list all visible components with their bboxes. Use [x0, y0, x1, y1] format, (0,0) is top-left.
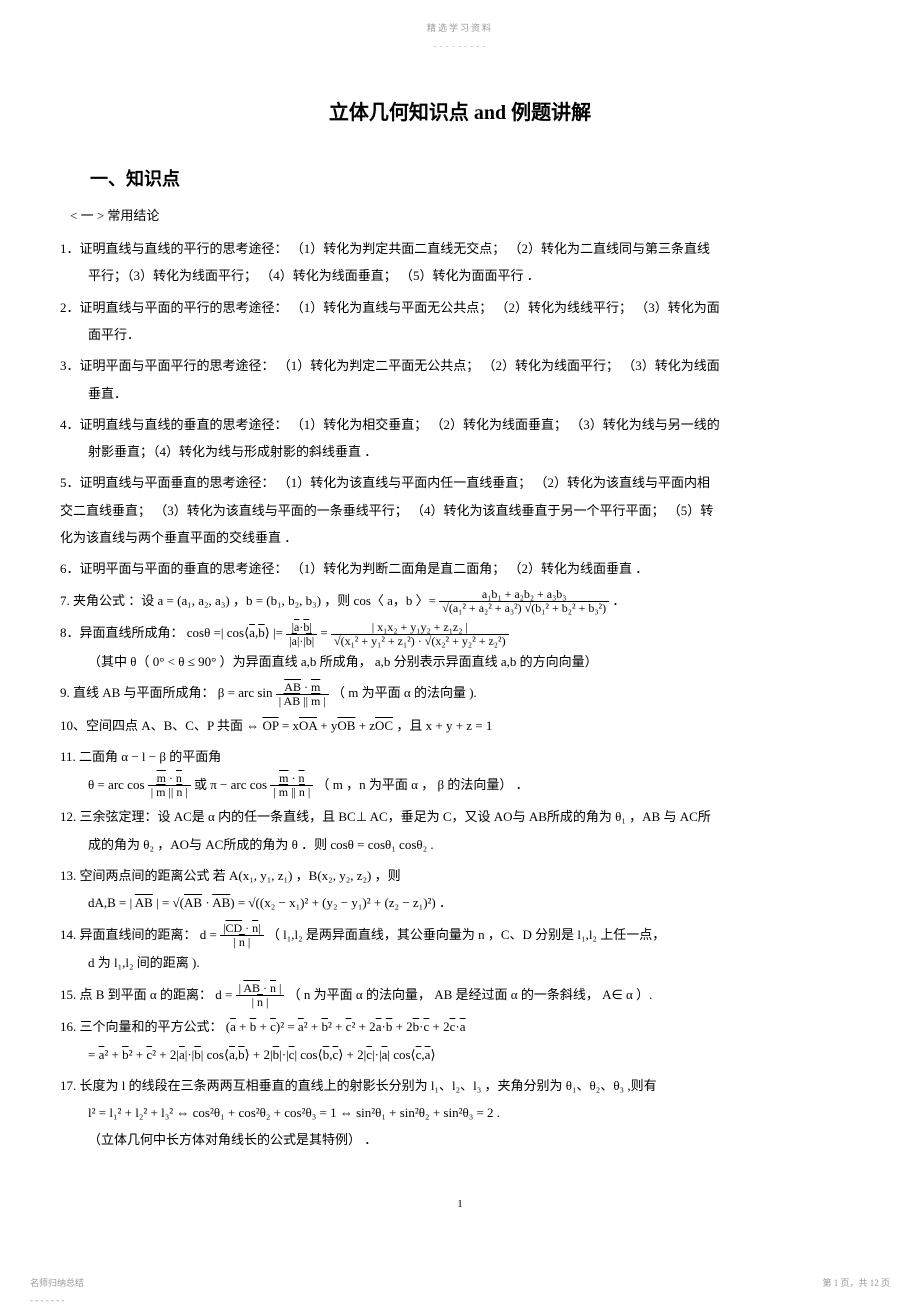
page-title: 立体几何知识点 and 例题讲解 [60, 94, 860, 132]
item-13: 13. 空间两点间的距离公式 若 A(x₁, y₁, z₁) ，B(x₂, y₂… [60, 862, 860, 917]
item-9: 9. 直线 AB 与平面所成角： β = arc sin AB · m | AB… [60, 679, 860, 708]
item-11: 11. 二面角 α − l − β 的平面角 θ = arc cos m · n… [60, 743, 860, 799]
item-7: 7. 夹角公式 ：设 a = (a₁, a₂, a₃) ，b = (b₁, b₂… [60, 587, 860, 616]
watermark-text: 精选学习资料 [427, 23, 493, 33]
item-4: 4．证明直线与直线的垂直的思考途径： （1）转化为相交垂直； （2）转化为线面垂… [60, 411, 860, 466]
item-1: 1．证明直线与直线的平行的思考途径： （1）转化为判定共面二直线无交点； （2）… [60, 235, 860, 290]
item-16: 16. 三个向量和的平方公式： (a + b + c)² = a² + b² +… [60, 1013, 860, 1068]
frac-7: a₁b₁ + a₂b₂ + a₃b₃ √(a₁² + a₂² + a₃²) √(… [439, 588, 609, 615]
footer-right: 第 1 页，共 12 页 [822, 1275, 890, 1292]
item-8: 8．异面直线所成角： cosθ =| cos⟨a,b⟩ |= |a·b| |a|… [60, 619, 860, 675]
item-14: 14. 异面直线间的距离： d = |CD · n| | n | （ l₁,l₂… [60, 921, 860, 977]
item-12: 12. 三余弦定理：设 AC是 α 内的任一条直线，且 BC⊥ AC，垂足为 C… [60, 803, 860, 858]
frac-14: |CD · n| | n | [220, 922, 263, 949]
item-10: 10、空间四点 A、B、C、P 共面 ⇔ OP = xOA + yOB + zO… [60, 712, 860, 739]
subsection-heading: < 一 > 常用结论 [70, 204, 860, 229]
frac-8a: |a·b| |a|·|b| [286, 621, 317, 648]
item-17: 17. 长度为 l 的线段在三条两两互相垂直的直线上的射影长分别为 l₁、l₂、… [60, 1072, 860, 1154]
item-6: 6．证明平面与平面的垂直的思考途径： （1）转化为判断二面角是直二面角； （2）… [60, 555, 860, 582]
frac-9: AB · m | AB || m | [276, 681, 329, 708]
section-heading: 一、知识点 [90, 162, 860, 196]
page-number: 1 [60, 1194, 860, 1215]
top-watermark: 精选学习资料 - - - - - - - - - [60, 20, 860, 54]
frac-8b: | x₁x₂ + y₁y₂ + z₁z₂ | √(x₁² + y₁² + z₁²… [331, 621, 509, 648]
frac-11b: m · n | m || n | [270, 772, 313, 799]
frac-11a: m · n | m || n | [148, 772, 191, 799]
item-5: 5．证明直线与平面垂直的思考途径： （1）转化为该直线与平面内任一直线垂直； （… [60, 469, 860, 551]
item-15: 15. 点 B 到平面 α 的距离： d = | AB · n | | n | … [60, 981, 860, 1010]
frac-15: | AB · n | | n | [236, 982, 285, 1009]
item-2: 2．证明直线与平面的平行的思考途径： （1）转化为直线与平面无公共点； （2）转… [60, 294, 860, 349]
item-3: 3．证明平面与平面平行的思考途径： （1）转化为判定二平面无公共点； （2）转化… [60, 352, 860, 407]
watermark-dots: - - - - - - - - - [434, 42, 486, 50]
footer-left: 名师归纳总结 - - - - - - - [30, 1275, 84, 1309]
